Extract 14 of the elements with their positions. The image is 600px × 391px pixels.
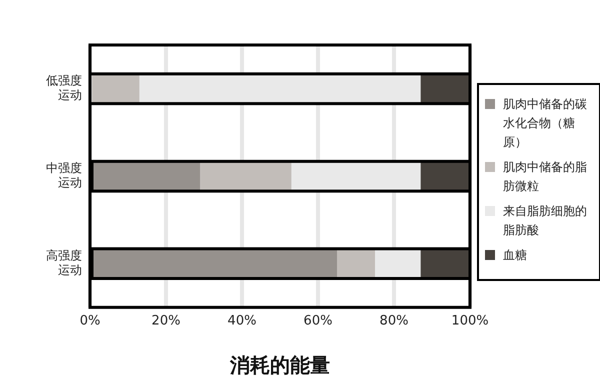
x-tick-label: 20% bbox=[152, 314, 180, 329]
legend-label: 肌肉中储备的脂肪微粒 bbox=[503, 159, 587, 195]
x-tick-label: 0% bbox=[80, 314, 100, 329]
x-axis-title: 消耗的能量 bbox=[229, 353, 330, 378]
legend-label: 肌肉中储备的碳水化合物（糖原） bbox=[503, 96, 587, 151]
y-tick-label: 高强度运动 bbox=[46, 248, 82, 277]
y-tick-label: 低强度运动 bbox=[46, 74, 82, 102]
x-tick-label: 100% bbox=[451, 314, 489, 329]
x-tick-label: 60% bbox=[304, 314, 332, 329]
y-tick-label: 中强度运动 bbox=[46, 161, 82, 190]
x-tick-label: 40% bbox=[228, 314, 256, 329]
legend-label: 血糖 bbox=[503, 247, 528, 264]
legend-label: 来自脂肪细胞的脂肪酸 bbox=[503, 203, 587, 239]
x-tick-label: 80% bbox=[380, 314, 408, 329]
